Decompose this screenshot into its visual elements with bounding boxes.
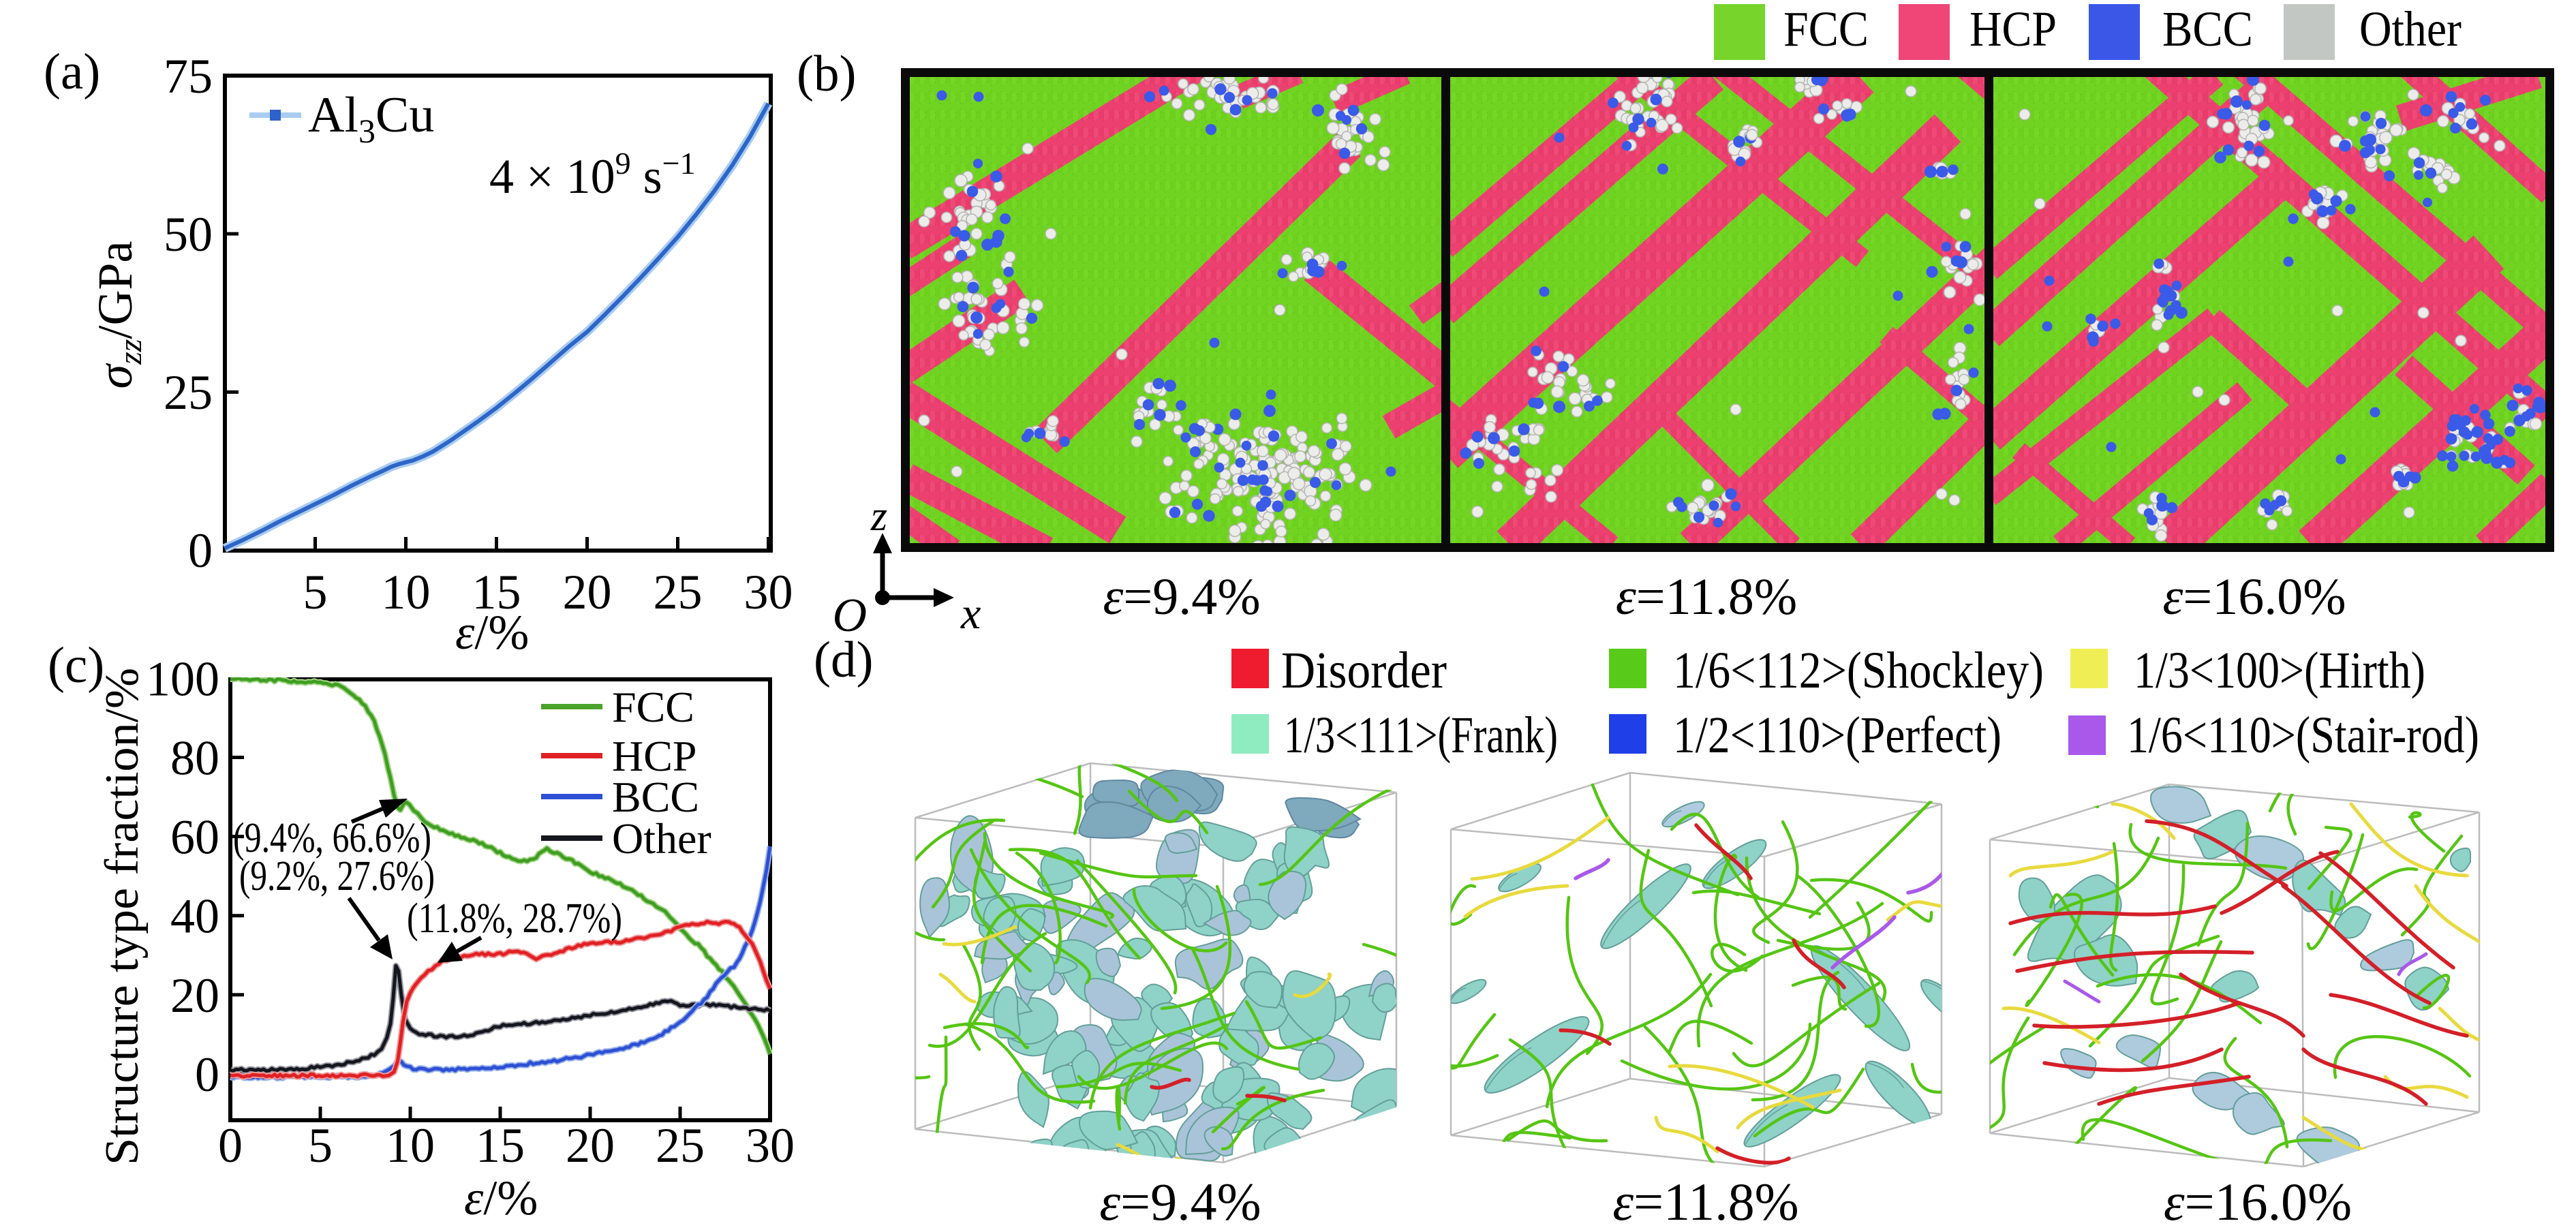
svg-text:20: 20 <box>563 565 612 619</box>
svg-text:20: 20 <box>566 1118 615 1173</box>
svg-text:30: 30 <box>744 565 793 619</box>
svg-text:25: 25 <box>656 1118 705 1173</box>
svg-text:15: 15 <box>472 565 521 619</box>
svg-text:80: 80 <box>170 730 219 785</box>
svg-text:x: x <box>960 589 981 638</box>
svg-text:75: 75 <box>164 49 213 104</box>
svg-text:1/3<111>(Frank): 1/3<111>(Frank) <box>1284 707 1558 764</box>
svg-text:ε=16.0%: ε=16.0% <box>2162 568 2346 626</box>
svg-text:(a): (a) <box>44 44 100 100</box>
svg-text:Other: Other <box>2359 1 2462 57</box>
svg-text:30: 30 <box>746 1118 795 1173</box>
svg-text:15: 15 <box>476 1118 525 1173</box>
svg-text:(c): (c) <box>48 637 104 694</box>
svg-text:ε/%: ε/% <box>464 1171 538 1225</box>
svg-text:σzz/GPa: σzz/GPa <box>88 241 149 389</box>
svg-text:Disorder: Disorder <box>1281 642 1447 699</box>
svg-text:100: 100 <box>146 651 219 706</box>
svg-text:10: 10 <box>386 1118 435 1173</box>
svg-text:BCC: BCC <box>2162 1 2253 57</box>
svg-text:10: 10 <box>382 565 431 619</box>
svg-text:z: z <box>870 493 887 540</box>
svg-text:Other: Other <box>612 814 711 863</box>
svg-text:BCC: BCC <box>612 773 699 821</box>
svg-text:40: 40 <box>170 889 219 944</box>
svg-text:0: 0 <box>218 1118 243 1173</box>
svg-text:O: O <box>832 589 867 642</box>
svg-text:1/3<100>(Hirth): 1/3<100>(Hirth) <box>2134 642 2425 699</box>
svg-text:ε=16.0%: ε=16.0% <box>2164 1172 2352 1229</box>
svg-text:(9.4%, 66.6%): (9.4%, 66.6%) <box>233 815 431 861</box>
svg-text:ε=9.4%: ε=9.4% <box>1103 568 1260 626</box>
svg-text:25: 25 <box>164 365 213 420</box>
svg-text:1/6<110>(Stair-rod): 1/6<110>(Stair-rod) <box>2127 707 2479 764</box>
svg-text:FCC: FCC <box>612 683 694 731</box>
svg-text:0: 0 <box>188 523 213 578</box>
svg-text:ε/%: ε/% <box>455 605 529 660</box>
svg-text:5: 5 <box>308 1118 333 1173</box>
svg-text:FCC: FCC <box>1783 1 1869 57</box>
svg-text:(d): (d) <box>814 632 873 688</box>
svg-text:(b): (b) <box>797 46 856 102</box>
svg-text:HCP: HCP <box>612 732 697 780</box>
svg-text:(11.8%, 28.7%): (11.8%, 28.7%) <box>407 895 622 942</box>
svg-text:0: 0 <box>195 1047 219 1102</box>
svg-text:1/2<110>(Perfect): 1/2<110>(Perfect) <box>1673 707 2002 764</box>
svg-text:4 × 109 s−1: 4 × 109 s−1 <box>489 146 696 204</box>
svg-text:60: 60 <box>170 810 219 865</box>
svg-text:20: 20 <box>170 968 219 1023</box>
svg-text:ε=11.8%: ε=11.8% <box>1612 1172 1798 1229</box>
svg-text:HCP: HCP <box>1969 1 2057 57</box>
svg-text:(9.2%, 27.6%): (9.2%, 27.6%) <box>239 853 435 899</box>
svg-text:ε=9.4%: ε=9.4% <box>1099 1172 1261 1229</box>
svg-text:ε=11.8%: ε=11.8% <box>1616 568 1797 626</box>
svg-text:5: 5 <box>303 565 328 619</box>
svg-text:Structure type fraction/%: Structure type fraction/% <box>96 668 149 1165</box>
svg-text:1/6<112>(Shockley): 1/6<112>(Shockley) <box>1673 642 2044 699</box>
svg-text:25: 25 <box>654 565 703 619</box>
svg-text:50: 50 <box>164 207 213 262</box>
